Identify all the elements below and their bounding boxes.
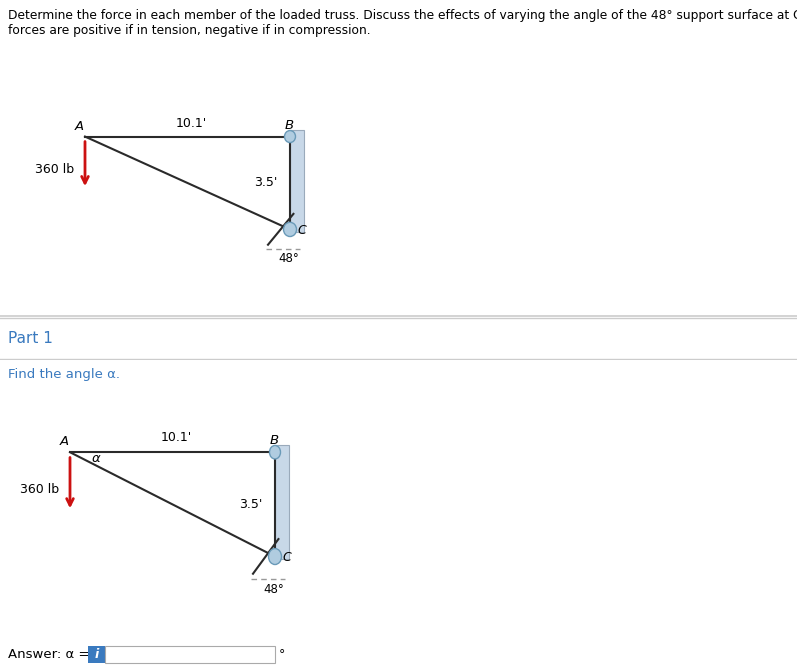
Text: 10.1': 10.1' (160, 431, 192, 444)
Circle shape (285, 131, 296, 143)
Text: forces are positive if in tension, negative if in compression.: forces are positive if in tension, negat… (8, 24, 371, 37)
Text: A: A (75, 120, 84, 133)
Text: Find the angle α.: Find the angle α. (8, 368, 120, 381)
Text: 360 lb: 360 lb (20, 482, 59, 496)
Circle shape (284, 222, 296, 237)
Text: Determine the force in each member of the loaded truss. Discuss the effects of v: Determine the force in each member of th… (8, 9, 797, 22)
Text: B: B (270, 434, 279, 447)
Circle shape (269, 548, 281, 564)
Text: α: α (92, 452, 100, 465)
Bar (88, 646, 105, 663)
Text: 10.1': 10.1' (175, 117, 206, 129)
Text: B: B (285, 119, 294, 132)
Text: C: C (297, 224, 306, 237)
Circle shape (269, 446, 281, 459)
Text: 48°: 48° (278, 252, 299, 265)
Text: C: C (282, 552, 291, 564)
Text: Answer: α =: Answer: α = (8, 648, 89, 661)
Bar (276, 445, 289, 559)
Text: 3.5': 3.5' (239, 498, 262, 511)
Text: 48°: 48° (263, 584, 284, 596)
Text: 3.5': 3.5' (254, 177, 277, 189)
Text: A: A (60, 435, 69, 448)
Text: 360 lb: 360 lb (35, 163, 74, 176)
Text: i: i (94, 648, 99, 661)
Bar (290, 130, 304, 231)
Text: Part 1: Part 1 (8, 331, 53, 346)
Text: °: ° (279, 648, 285, 661)
Bar (105, 646, 275, 663)
